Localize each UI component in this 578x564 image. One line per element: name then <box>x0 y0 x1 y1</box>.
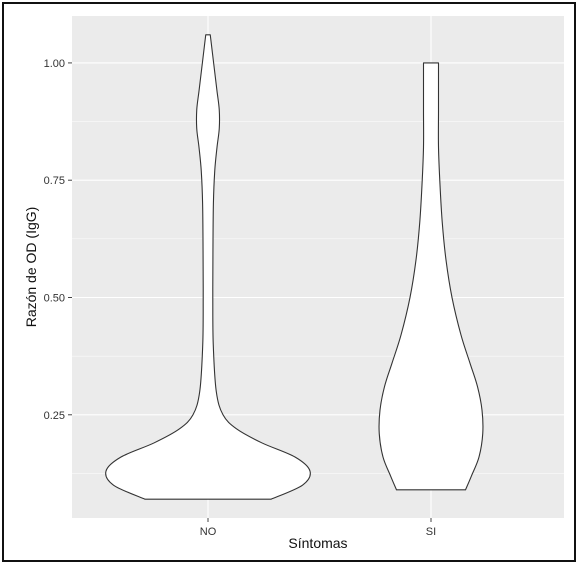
x-axis-title: Síntomas <box>288 535 347 551</box>
plot-panel <box>72 16 564 518</box>
y-tick-label: 0.25 <box>44 410 65 422</box>
violin-chart: 0.25 0.50 0.75 1.00 NO SI Síntomas Razón de O… <box>23 16 564 551</box>
x-tick-label: NO <box>200 526 217 538</box>
violins <box>105 34 484 500</box>
y-axis-title: Razón de OD (IgG) <box>23 207 39 328</box>
y-tick-label: 1.00 <box>44 58 65 70</box>
violin-no <box>105 34 311 500</box>
x-tick-label: SI <box>426 526 436 538</box>
axis-ticks: 0.25 0.50 0.75 1.00 NO SI <box>44 58 437 538</box>
y-tick-label: 0.50 <box>44 292 65 304</box>
y-tick-label: 0.75 <box>44 175 65 187</box>
violin-si <box>378 62 484 491</box>
